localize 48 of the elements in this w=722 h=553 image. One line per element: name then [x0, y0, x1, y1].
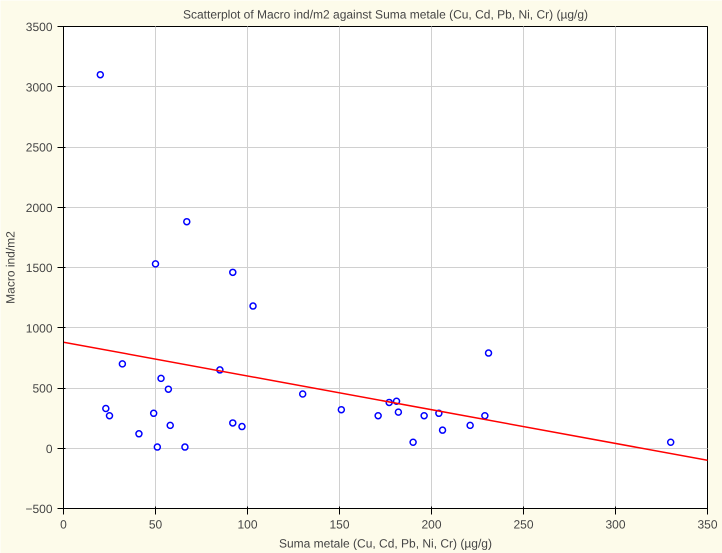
y-tick-label: 3500 — [26, 20, 53, 34]
x-tick-label: 50 — [148, 518, 162, 532]
point — [229, 419, 237, 427]
point — [666, 438, 674, 446]
point — [374, 412, 382, 420]
point — [181, 443, 189, 451]
point — [183, 218, 191, 226]
point — [106, 412, 114, 420]
y-tick-label: 500 — [32, 382, 53, 396]
point — [229, 268, 237, 276]
point — [166, 422, 174, 430]
point — [438, 426, 446, 434]
point — [481, 412, 489, 420]
y-tick-label: 1000 — [26, 321, 53, 336]
point — [157, 374, 165, 382]
y-tick-label: 3000 — [26, 80, 53, 94]
x-axis-title: Suma metale (Cu, Cd, Pb, Ni, Cr) (µg/g) — [279, 536, 492, 550]
point — [409, 438, 417, 446]
y-tick-label: 2500 — [26, 140, 53, 154]
point — [420, 412, 428, 420]
point — [135, 430, 143, 438]
point — [466, 422, 474, 430]
point — [154, 443, 162, 451]
y-tick-label: −500 — [25, 502, 53, 516]
point — [338, 406, 346, 414]
x-tick-label: 150 — [329, 518, 350, 532]
point — [249, 302, 257, 310]
point — [102, 404, 110, 412]
point — [96, 70, 104, 78]
point — [164, 385, 172, 393]
y-axis-title: Macro ind/m2 — [3, 230, 18, 304]
point — [118, 360, 126, 368]
x-tick-label: 350 — [697, 518, 718, 532]
y-tick-label: 2000 — [26, 200, 53, 215]
x-tick-label: 250 — [513, 518, 534, 532]
y-tick-label: 0 — [46, 442, 53, 456]
point — [394, 408, 402, 416]
point — [238, 422, 246, 430]
point — [152, 260, 160, 268]
y-tick-label: 1500 — [26, 261, 53, 275]
point — [484, 349, 492, 357]
point — [150, 410, 158, 418]
point — [298, 390, 306, 398]
x-tick-label: 100 — [237, 518, 258, 532]
x-tick-label: 200 — [421, 518, 442, 532]
x-tick-label: 300 — [605, 518, 626, 532]
chart-title: Scatterplot of Macro ind/m2 against Suma metale (Cu, Cd, Pb, Ni, Cr) (µg/g) — [182, 8, 588, 22]
x-tick-label: 0 — [60, 518, 68, 532]
